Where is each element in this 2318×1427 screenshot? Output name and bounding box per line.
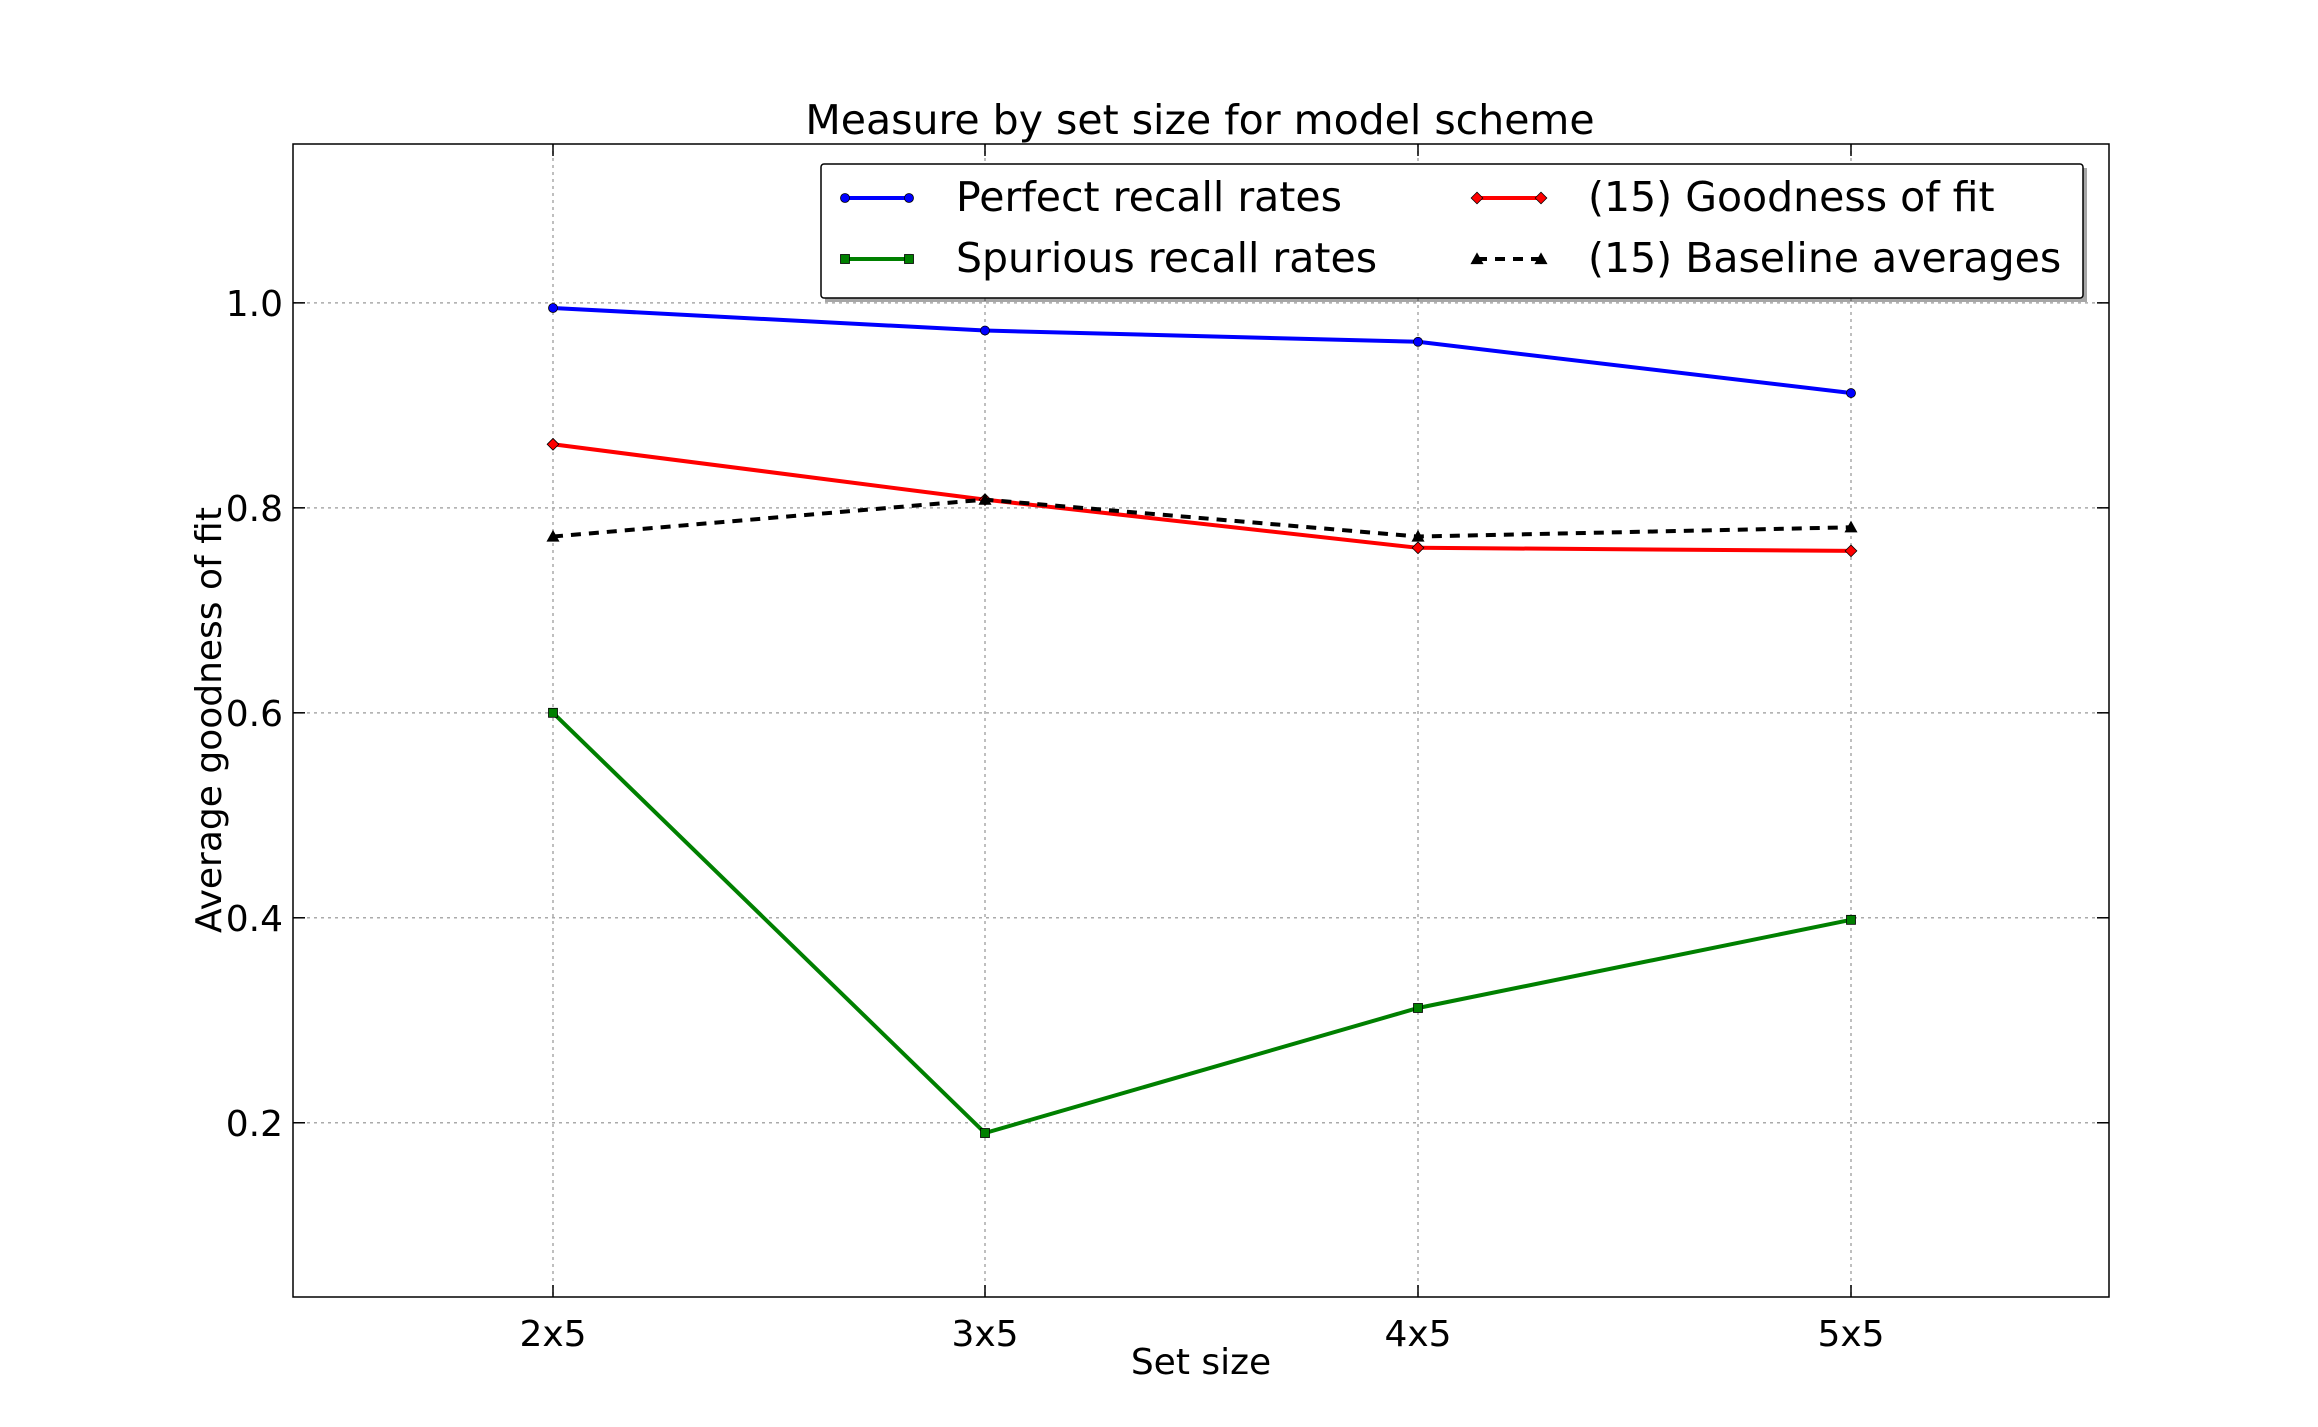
y-tick-label: 0.4 xyxy=(226,899,283,940)
legend-label: (15) Goodness of fit xyxy=(1588,173,1995,221)
data-point xyxy=(1411,529,1425,542)
x-axis-label: Set size xyxy=(1131,1342,1271,1383)
grid-lines xyxy=(293,144,2109,1297)
data-point xyxy=(1846,914,1856,925)
data-point xyxy=(904,254,914,264)
data-point xyxy=(548,303,558,313)
x-tick-label: 4x5 xyxy=(1384,1314,1451,1355)
series-line xyxy=(552,442,1852,553)
series-group xyxy=(548,707,1856,1138)
data-point xyxy=(980,1128,990,1138)
data-point xyxy=(1534,191,1548,205)
series-line xyxy=(551,711,1852,1136)
y-tick-label: 1.0 xyxy=(226,284,283,325)
series-lines xyxy=(546,303,1858,1138)
data-point xyxy=(1413,336,1423,347)
data-point xyxy=(1411,541,1425,555)
plot-area-frame xyxy=(292,143,2110,1298)
x-tick-label: 2x5 xyxy=(519,1314,586,1355)
axis-ticks: 2x5 3x5 4x5 5x5 0.2 0.4 0.6 0.8 1.0 xyxy=(226,144,2109,1355)
y-tick-label: 0.8 xyxy=(226,489,283,530)
data-point xyxy=(1470,252,1484,265)
data-point xyxy=(546,529,560,542)
data-point xyxy=(1844,520,1858,533)
legend-label: Spurious recall rates xyxy=(956,234,1377,282)
data-point xyxy=(1534,252,1548,265)
series-line xyxy=(552,305,1852,396)
legend-entry: (15) Baseline averages xyxy=(1470,234,2061,282)
series-group xyxy=(546,492,1858,542)
data-point xyxy=(548,707,558,718)
data-point xyxy=(904,193,914,203)
data-point xyxy=(980,325,990,336)
legend-entry: (15) Goodness of fit xyxy=(1470,173,1995,221)
chart-title: Measure by set size for model scheme xyxy=(805,96,1594,144)
legend-label: (15) Baseline averages xyxy=(1588,234,2061,282)
chart-legend: Perfect recall rates Spurious recall rate… xyxy=(820,163,2087,302)
y-axis-label: Average goodness of fit xyxy=(189,507,230,933)
legend-entry: Perfect recall rates xyxy=(840,173,1342,221)
series-group xyxy=(548,303,1856,398)
legend-entry: Spurious recall rates xyxy=(840,234,1377,282)
data-point xyxy=(840,254,850,264)
data-point xyxy=(1846,388,1856,398)
data-point xyxy=(1470,191,1484,205)
x-tick-label: 5x5 xyxy=(1817,1314,1884,1355)
data-point xyxy=(840,193,850,203)
data-point xyxy=(1844,544,1858,558)
y-tick-label: 0.2 xyxy=(226,1104,283,1145)
y-tick-label: 0.6 xyxy=(226,694,283,735)
data-point xyxy=(1413,1003,1423,1013)
data-point xyxy=(546,437,560,451)
data-point xyxy=(978,492,992,505)
legend-label: Perfect recall rates xyxy=(956,173,1342,221)
x-tick-label: 3x5 xyxy=(951,1314,1018,1355)
series-line xyxy=(552,497,1852,539)
legend-box xyxy=(820,163,2084,299)
